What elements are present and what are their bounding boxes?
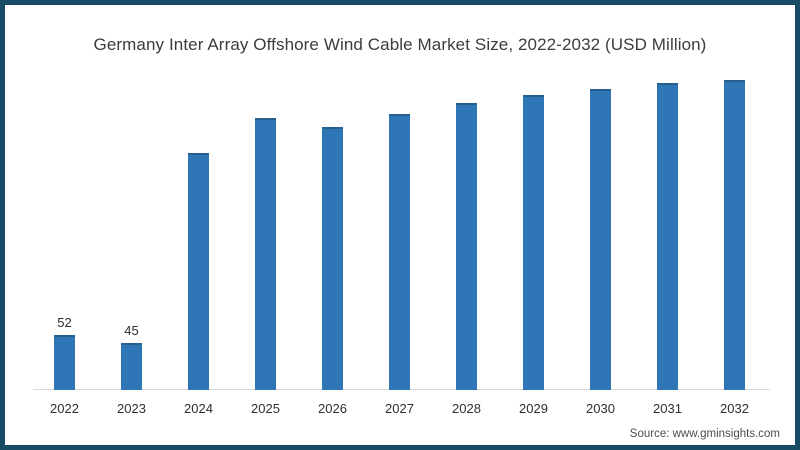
- x-tick-label-2022: 2022: [50, 401, 79, 416]
- bar-2023: [121, 343, 142, 390]
- bar-2024: [188, 153, 209, 390]
- x-tick-label-2030: 2030: [586, 401, 615, 416]
- bar-2030: [590, 89, 611, 390]
- bar-value-label-2022: 52: [57, 315, 72, 330]
- x-tick-label-2029: 2029: [519, 401, 548, 416]
- x-tick-label-2024: 2024: [184, 401, 213, 416]
- bar-2032: [724, 80, 745, 390]
- x-tick-label-2026: 2026: [318, 401, 347, 416]
- x-tick-label-2032: 2032: [720, 401, 749, 416]
- bar-2027: [389, 114, 410, 390]
- x-tick-label-2025: 2025: [251, 401, 280, 416]
- x-tick-label-2031: 2031: [653, 401, 682, 416]
- bar-2029: [523, 95, 544, 390]
- chart-title: Germany Inter Array Offshore Wind Cable …: [93, 35, 707, 54]
- x-tick-label-2027: 2027: [385, 401, 414, 416]
- bar-2022: [54, 335, 75, 390]
- source-text: Source: www.gminsights.com: [629, 428, 780, 440]
- x-tick-label-2023: 2023: [117, 401, 146, 416]
- bar-2031: [657, 83, 678, 390]
- x-tick-label-2028: 2028: [452, 401, 481, 416]
- bar-2026: [322, 127, 343, 390]
- bar-2025: [255, 118, 276, 390]
- bar-2028: [456, 103, 477, 390]
- plot-area: Germany Inter Array Offshore Wind Cable …: [5, 5, 795, 445]
- bar-value-label-2023: 45: [124, 323, 139, 338]
